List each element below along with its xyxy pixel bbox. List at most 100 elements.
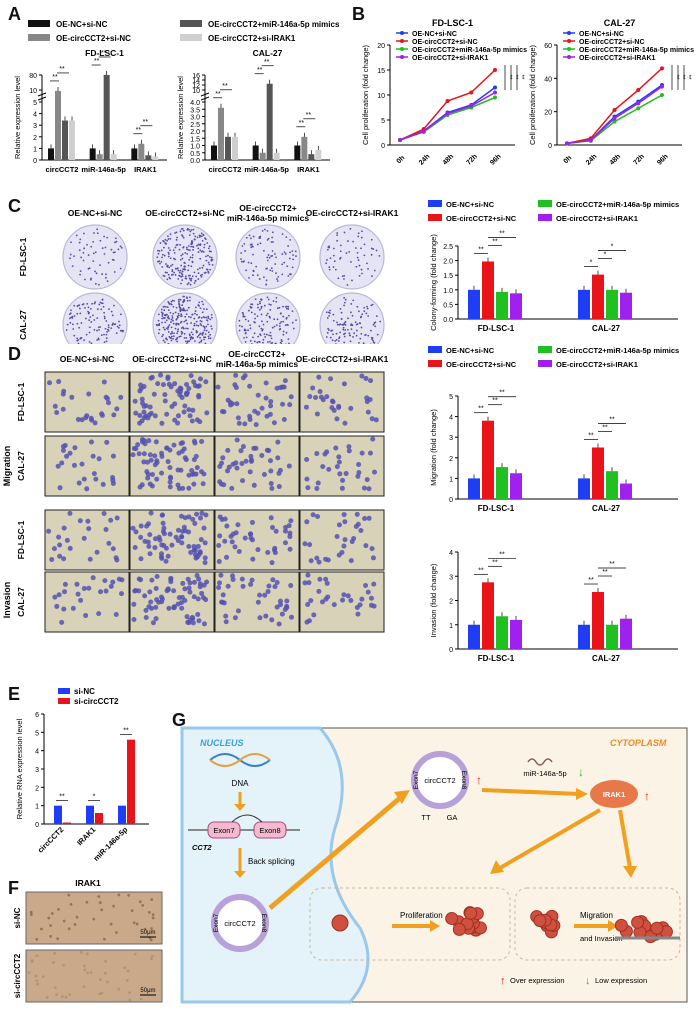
colony — [189, 230, 192, 233]
y-tick-label: 1 — [449, 623, 453, 630]
stain-dot — [150, 927, 153, 930]
colony — [370, 238, 373, 241]
colony — [265, 314, 268, 317]
colony — [192, 232, 195, 235]
cell — [357, 602, 363, 608]
cell — [242, 421, 248, 427]
y-tick-label: 5 — [35, 730, 39, 737]
colony — [161, 317, 163, 320]
colony — [159, 262, 161, 265]
sig-label: ** — [264, 59, 270, 66]
cell — [288, 518, 294, 524]
cell — [132, 398, 138, 404]
colony — [209, 337, 212, 340]
cell — [339, 549, 345, 555]
cell — [233, 372, 239, 378]
bar — [468, 289, 480, 319]
colony — [250, 343, 253, 344]
circ-label: circCCT2 — [224, 919, 255, 928]
stain-dot — [62, 963, 65, 967]
colony — [176, 330, 179, 333]
cell — [152, 453, 158, 459]
cell — [220, 592, 226, 598]
cell — [365, 409, 371, 415]
cell — [158, 372, 164, 378]
cell — [268, 468, 274, 474]
colony — [191, 256, 194, 259]
stain-dot — [36, 982, 39, 986]
cell — [271, 420, 277, 426]
cell — [233, 385, 239, 391]
colony — [287, 338, 290, 341]
colony — [172, 305, 175, 308]
chart-title: CAL-27 — [253, 48, 283, 58]
colony — [200, 320, 203, 323]
colony — [181, 235, 184, 238]
sig-label: ** — [499, 551, 505, 558]
colony — [68, 317, 71, 320]
sig-label: ** — [492, 398, 498, 405]
colony — [295, 319, 297, 321]
colony — [247, 261, 250, 264]
colony — [79, 312, 82, 315]
stain-dot — [86, 952, 89, 956]
cell — [165, 459, 171, 465]
colony — [78, 326, 80, 329]
cell — [277, 467, 283, 473]
cell — [191, 543, 197, 549]
bar — [131, 148, 138, 160]
cell — [90, 575, 96, 581]
sig-label: * — [590, 260, 593, 267]
chart-title: FD-LSC-1 — [85, 48, 124, 58]
cell — [281, 384, 287, 390]
colony — [256, 303, 259, 306]
colony — [89, 316, 92, 319]
stain-dot — [68, 993, 72, 996]
y-tick-label: 2 — [449, 599, 453, 606]
colony — [106, 236, 109, 239]
stain-dot — [62, 919, 66, 923]
cell — [54, 603, 60, 609]
colony — [340, 318, 343, 320]
colony — [165, 319, 168, 322]
stain-dot — [53, 986, 57, 990]
colony — [210, 258, 213, 261]
cell — [323, 596, 329, 602]
cell — [342, 420, 348, 426]
arrow-head — [394, 790, 410, 804]
cell — [184, 381, 190, 387]
panel-label-f: F — [8, 878, 19, 898]
colony — [79, 337, 82, 340]
cell — [343, 471, 349, 477]
colony — [101, 298, 104, 301]
cell — [162, 392, 168, 398]
bar — [95, 813, 103, 824]
colony — [186, 283, 189, 286]
colony — [189, 296, 191, 299]
colony — [164, 238, 167, 241]
sig-label: ** — [673, 75, 679, 80]
cell — [348, 558, 354, 564]
colony — [196, 330, 199, 333]
colony — [82, 259, 85, 262]
colony — [78, 304, 81, 307]
colony — [89, 308, 92, 310]
colony — [96, 317, 99, 320]
cell — [70, 605, 76, 611]
colony — [264, 336, 267, 338]
colony — [253, 313, 256, 316]
stain-dot — [57, 907, 60, 911]
back-splicing-label: Back splicing — [248, 857, 295, 866]
colony — [92, 314, 94, 317]
cell — [133, 529, 139, 535]
colony — [203, 272, 206, 274]
legend-swatch — [180, 34, 202, 41]
column-header: OE-circCCT2+si-NC — [132, 354, 212, 364]
colony — [87, 312, 90, 315]
legend-label: OE-NC+si-NC — [56, 20, 108, 29]
colony — [110, 310, 113, 313]
bar — [138, 143, 145, 160]
colony — [90, 321, 93, 323]
colony — [93, 232, 95, 234]
colony — [166, 338, 168, 341]
